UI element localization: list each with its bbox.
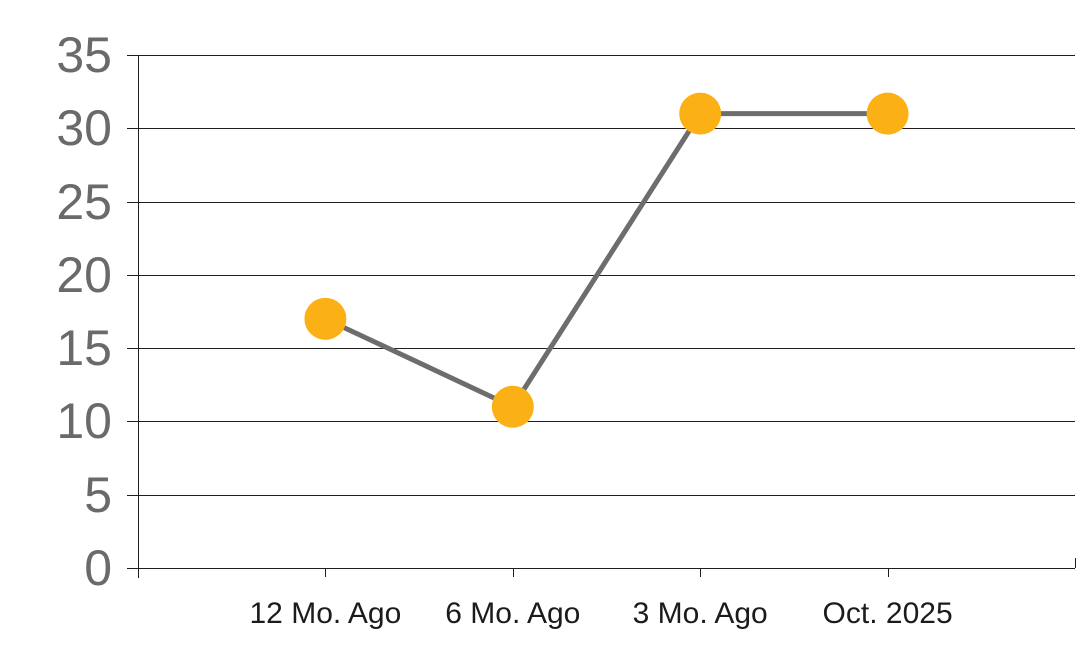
y-tick-label: 30 bbox=[56, 100, 112, 157]
y-tick-label: 15 bbox=[56, 320, 112, 377]
x-tick-label: 12 Mo. Ago bbox=[249, 597, 402, 630]
y-tick-label: 25 bbox=[56, 173, 112, 230]
x-tick-label: 3 Mo. Ago bbox=[632, 597, 768, 630]
y-tick-label: 35 bbox=[56, 27, 112, 83]
series-line bbox=[324, 111, 888, 410]
x-tick-label: Oct. 2025 bbox=[822, 597, 953, 630]
data-point-marker bbox=[304, 297, 347, 340]
y-tick-label: 10 bbox=[56, 393, 112, 450]
x-tick-label: 6 Mo. Ago bbox=[445, 597, 581, 630]
y-tick-label: 20 bbox=[56, 246, 112, 303]
data-point-marker bbox=[679, 92, 722, 135]
y-tick-label: 0 bbox=[84, 540, 112, 596]
data-point-marker bbox=[866, 92, 909, 135]
data-point-marker bbox=[491, 385, 534, 428]
y-tick-label: 5 bbox=[84, 466, 112, 523]
